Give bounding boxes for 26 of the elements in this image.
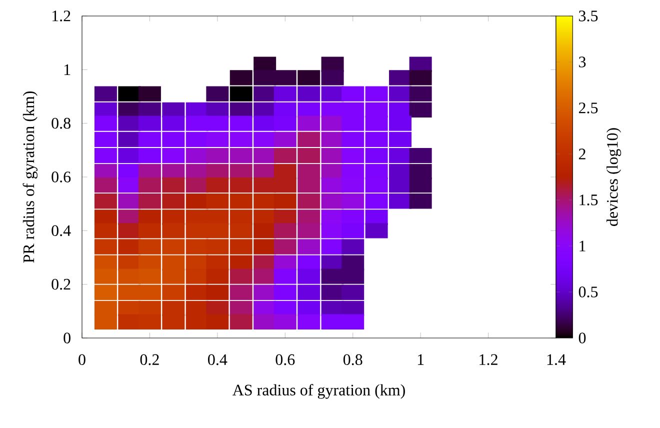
color-bar-title: devices (log10): [606, 128, 622, 226]
x-tick-label: 0.8: [343, 354, 362, 366]
x-tick-label: 1.2: [480, 354, 498, 366]
y-tick-label: 0: [64, 332, 70, 344]
y-axis-title: PR radius of gyration (km): [22, 91, 38, 263]
color-bar-label: 0: [578, 332, 586, 344]
x-axis-title: AS radius of gyration (km): [232, 384, 405, 399]
x-tick-label: 0.2: [140, 354, 159, 366]
y-tick-label: 0.6: [52, 172, 71, 182]
color-bar-label: 2.5: [578, 102, 598, 114]
x-tick-label: 1: [418, 354, 424, 365]
x-tick-label: 0: [78, 354, 86, 366]
color-bar-label: 3.5: [579, 10, 598, 22]
color-bar-label: 0.5: [578, 286, 598, 298]
y-tick-label: 0.2: [52, 278, 70, 290]
y-tick-label: 0.8: [52, 118, 70, 129]
color-bar-label: 1.5: [580, 194, 598, 206]
x-tick-label: 0.4: [208, 354, 228, 366]
color-bar-label: 1: [580, 240, 586, 252]
color-bar-label: 3: [579, 56, 586, 68]
y-tick-label: 0.4: [52, 225, 71, 236]
x-tick-label: 1.4: [547, 354, 566, 366]
color-bar-label: 2: [578, 148, 586, 160]
x-tick-label: 0.6: [276, 354, 295, 366]
y-tick-label: 1: [64, 64, 70, 75]
y-tick-label: 1.2: [52, 10, 70, 22]
